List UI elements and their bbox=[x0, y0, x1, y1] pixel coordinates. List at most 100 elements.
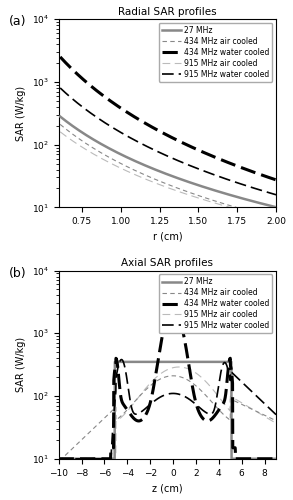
915 MHz air cooled bbox=[228, 408, 232, 414]
434 MHz water cooled bbox=[58, 54, 62, 60]
Line: 915 MHz air cooled: 915 MHz air cooled bbox=[59, 367, 276, 459]
27 MHz bbox=[194, 182, 198, 188]
915 MHz water cooled bbox=[228, 376, 232, 382]
915 MHz water cooled bbox=[268, 406, 272, 411]
915 MHz water cooled bbox=[163, 392, 166, 398]
27 MHz bbox=[157, 359, 161, 365]
434 MHz air cooled bbox=[163, 374, 166, 380]
434 MHz air cooled bbox=[214, 198, 218, 204]
434 MHz water cooled bbox=[57, 456, 60, 462]
434 MHz water cooled bbox=[144, 120, 147, 126]
434 MHz water cooled bbox=[228, 356, 232, 362]
Y-axis label: SAR (W/kg): SAR (W/kg) bbox=[16, 337, 26, 392]
434 MHz water cooled bbox=[157, 354, 160, 360]
27 MHz bbox=[163, 359, 166, 365]
Line: 434 MHz water cooled: 434 MHz water cooled bbox=[59, 308, 276, 459]
434 MHz water cooled bbox=[194, 146, 198, 152]
434 MHz water cooled bbox=[268, 456, 272, 462]
915 MHz water cooled bbox=[84, 106, 88, 112]
434 MHz air cooled bbox=[274, 216, 278, 222]
434 MHz air cooled bbox=[129, 166, 132, 172]
Line: 434 MHz water cooled: 434 MHz water cooled bbox=[60, 57, 276, 180]
27 MHz bbox=[228, 359, 232, 365]
915 MHz water cooled bbox=[68, 456, 71, 462]
915 MHz air cooled bbox=[268, 416, 272, 422]
915 MHz water cooled bbox=[215, 173, 219, 179]
915 MHz water cooled bbox=[120, 356, 123, 362]
Line: 434 MHz air cooled: 434 MHz air cooled bbox=[59, 376, 276, 459]
Line: 27 MHz: 27 MHz bbox=[59, 362, 276, 459]
915 MHz water cooled bbox=[58, 85, 62, 91]
915 MHz air cooled bbox=[177, 364, 180, 370]
915 MHz water cooled bbox=[268, 406, 272, 411]
915 MHz air cooled bbox=[84, 146, 88, 152]
915 MHz air cooled bbox=[215, 200, 219, 206]
434 MHz water cooled bbox=[215, 155, 219, 161]
Line: 27 MHz: 27 MHz bbox=[60, 116, 276, 207]
434 MHz air cooled bbox=[58, 122, 62, 128]
915 MHz air cooled bbox=[163, 368, 166, 374]
Y-axis label: SAR (W/kg): SAR (W/kg) bbox=[16, 86, 26, 141]
915 MHz air cooled bbox=[157, 372, 160, 378]
X-axis label: r (cm): r (cm) bbox=[153, 232, 182, 241]
434 MHz water cooled bbox=[171, 305, 175, 311]
434 MHz air cooled bbox=[68, 448, 71, 454]
Line: 434 MHz air cooled: 434 MHz air cooled bbox=[60, 124, 276, 218]
27 MHz bbox=[84, 132, 88, 138]
434 MHz air cooled bbox=[171, 373, 175, 379]
915 MHz air cooled bbox=[214, 200, 218, 206]
Text: (a): (a) bbox=[8, 16, 26, 28]
27 MHz bbox=[268, 456, 272, 462]
915 MHz water cooled bbox=[57, 456, 60, 462]
434 MHz air cooled bbox=[274, 418, 278, 424]
Title: Radial SAR profiles: Radial SAR profiles bbox=[118, 7, 217, 17]
915 MHz air cooled bbox=[58, 129, 62, 135]
434 MHz air cooled bbox=[57, 456, 60, 462]
915 MHz water cooled bbox=[274, 192, 278, 198]
915 MHz air cooled bbox=[129, 170, 132, 175]
915 MHz air cooled bbox=[268, 416, 272, 422]
915 MHz water cooled bbox=[194, 165, 198, 171]
915 MHz air cooled bbox=[194, 194, 198, 200]
27 MHz bbox=[274, 456, 278, 462]
915 MHz water cooled bbox=[144, 143, 147, 149]
915 MHz water cooled bbox=[157, 395, 161, 401]
27 MHz bbox=[144, 162, 147, 168]
434 MHz water cooled bbox=[84, 79, 88, 85]
434 MHz water cooled bbox=[268, 456, 272, 462]
Text: (b): (b) bbox=[8, 266, 26, 280]
434 MHz water cooled bbox=[163, 324, 166, 330]
Title: Axial SAR profiles: Axial SAR profiles bbox=[121, 258, 213, 268]
27 MHz bbox=[215, 188, 219, 194]
915 MHz water cooled bbox=[274, 412, 278, 418]
434 MHz air cooled bbox=[84, 140, 88, 146]
915 MHz air cooled bbox=[274, 216, 278, 222]
27 MHz bbox=[129, 156, 132, 162]
434 MHz water cooled bbox=[214, 154, 218, 160]
434 MHz air cooled bbox=[268, 414, 272, 420]
Line: 915 MHz water cooled: 915 MHz water cooled bbox=[60, 88, 276, 195]
Legend: 27 MHz, 434 MHz air cooled, 434 MHz water cooled, 915 MHz air cooled, 915 MHz wa: 27 MHz, 434 MHz air cooled, 434 MHz wate… bbox=[159, 274, 272, 333]
Line: 915 MHz air cooled: 915 MHz air cooled bbox=[60, 132, 276, 219]
434 MHz air cooled bbox=[157, 377, 160, 383]
434 MHz water cooled bbox=[274, 177, 278, 183]
434 MHz air cooled bbox=[228, 417, 232, 423]
Legend: 27 MHz, 434 MHz air cooled, 434 MHz water cooled, 915 MHz air cooled, 915 MHz wa: 27 MHz, 434 MHz air cooled, 434 MHz wate… bbox=[159, 23, 272, 82]
27 MHz bbox=[268, 456, 272, 462]
915 MHz air cooled bbox=[144, 176, 147, 182]
915 MHz air cooled bbox=[274, 420, 278, 426]
Line: 915 MHz water cooled: 915 MHz water cooled bbox=[59, 360, 276, 459]
915 MHz air cooled bbox=[57, 456, 60, 462]
434 MHz air cooled bbox=[268, 414, 272, 420]
27 MHz bbox=[57, 456, 60, 462]
X-axis label: z (cm): z (cm) bbox=[152, 483, 183, 493]
27 MHz bbox=[274, 204, 278, 210]
27 MHz bbox=[113, 359, 117, 365]
915 MHz air cooled bbox=[68, 456, 71, 462]
915 MHz water cooled bbox=[129, 135, 132, 141]
434 MHz air cooled bbox=[194, 192, 198, 198]
915 MHz water cooled bbox=[214, 172, 218, 178]
434 MHz water cooled bbox=[129, 112, 132, 117]
434 MHz air cooled bbox=[144, 172, 147, 178]
434 MHz water cooled bbox=[274, 456, 278, 462]
